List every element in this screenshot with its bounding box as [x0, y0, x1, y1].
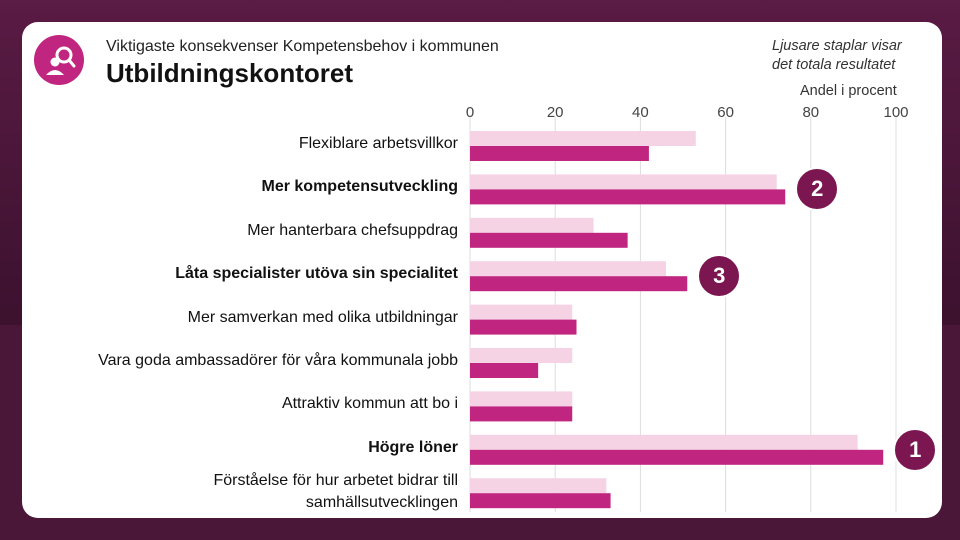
x-tick-label: 0	[465, 104, 475, 121]
bar-total-6	[470, 391, 573, 407]
bar-utbildningskontoret-4	[470, 319, 577, 335]
chart-subtitle: Viktigaste konsekvenser Kompetensbehov i…	[106, 38, 499, 55]
bar-total-7	[470, 434, 858, 450]
category-label: Låta specialister utöva sin specialitet	[175, 265, 458, 283]
bar-utbildningskontoret-2	[470, 232, 628, 248]
bar-utbildningskontoret-6	[470, 406, 573, 422]
page-title: Utbildningskontoret	[106, 58, 353, 88]
bar-total-0	[470, 131, 696, 146]
legend-note-line-2: det totala resultatet	[772, 57, 896, 73]
search-person-icon	[34, 35, 84, 85]
bar-total-5	[470, 348, 573, 363]
category-label: Flexiblare arbetsvillkor	[298, 135, 458, 152]
x-tick-label: 40	[632, 104, 649, 121]
bar-total-2	[470, 217, 594, 233]
bar-utbildningskontoret-0	[470, 146, 649, 161]
chart-card: Viktigaste konsekvenser Kompetensbehov i…	[22, 22, 942, 518]
bar-total-8	[470, 478, 607, 494]
legend-note-line-1: Ljusare staplar visar	[772, 38, 902, 54]
category-label: Förståelse för hur arbetet bidrar till s…	[213, 472, 458, 512]
x-tick-label: 20	[546, 104, 564, 121]
x-tick-label: 80	[802, 104, 820, 121]
rank-badge: 3	[697, 254, 742, 299]
rank-badge: 1	[893, 427, 938, 472]
category-label: Mer hanterbara chefsuppdrag	[247, 221, 458, 239]
category-label: Högre löner	[368, 438, 458, 456]
category-label: Mer samverkan med olika utbildningar	[187, 308, 458, 326]
bar-utbildningskontoret-3	[470, 276, 688, 292]
x-tick-label: 100	[883, 104, 909, 121]
bar-utbildningskontoret-7	[470, 449, 884, 465]
bar-total-3	[470, 261, 666, 277]
category-label: Mer kompetensutveckling	[261, 178, 459, 196]
bar-utbildningskontoret-5	[470, 363, 539, 378]
bar-utbildningskontoret-8	[470, 493, 611, 509]
bar-chart	[469, 117, 897, 512]
category-label: Vara goda ambassadörer för våra kommunal…	[98, 352, 458, 369]
x-axis-title: Andel i procent	[800, 83, 897, 99]
bar-total-4	[470, 304, 573, 320]
x-tick-label: 60	[717, 104, 734, 121]
category-label: Attraktiv kommun att bo i	[281, 395, 458, 413]
bar-total-1	[470, 174, 777, 190]
bar-utbildningskontoret-1	[470, 189, 786, 205]
legend-note: Ljusare staplar visar det totala resulta…	[772, 37, 902, 75]
rank-badge: 2	[795, 167, 840, 212]
